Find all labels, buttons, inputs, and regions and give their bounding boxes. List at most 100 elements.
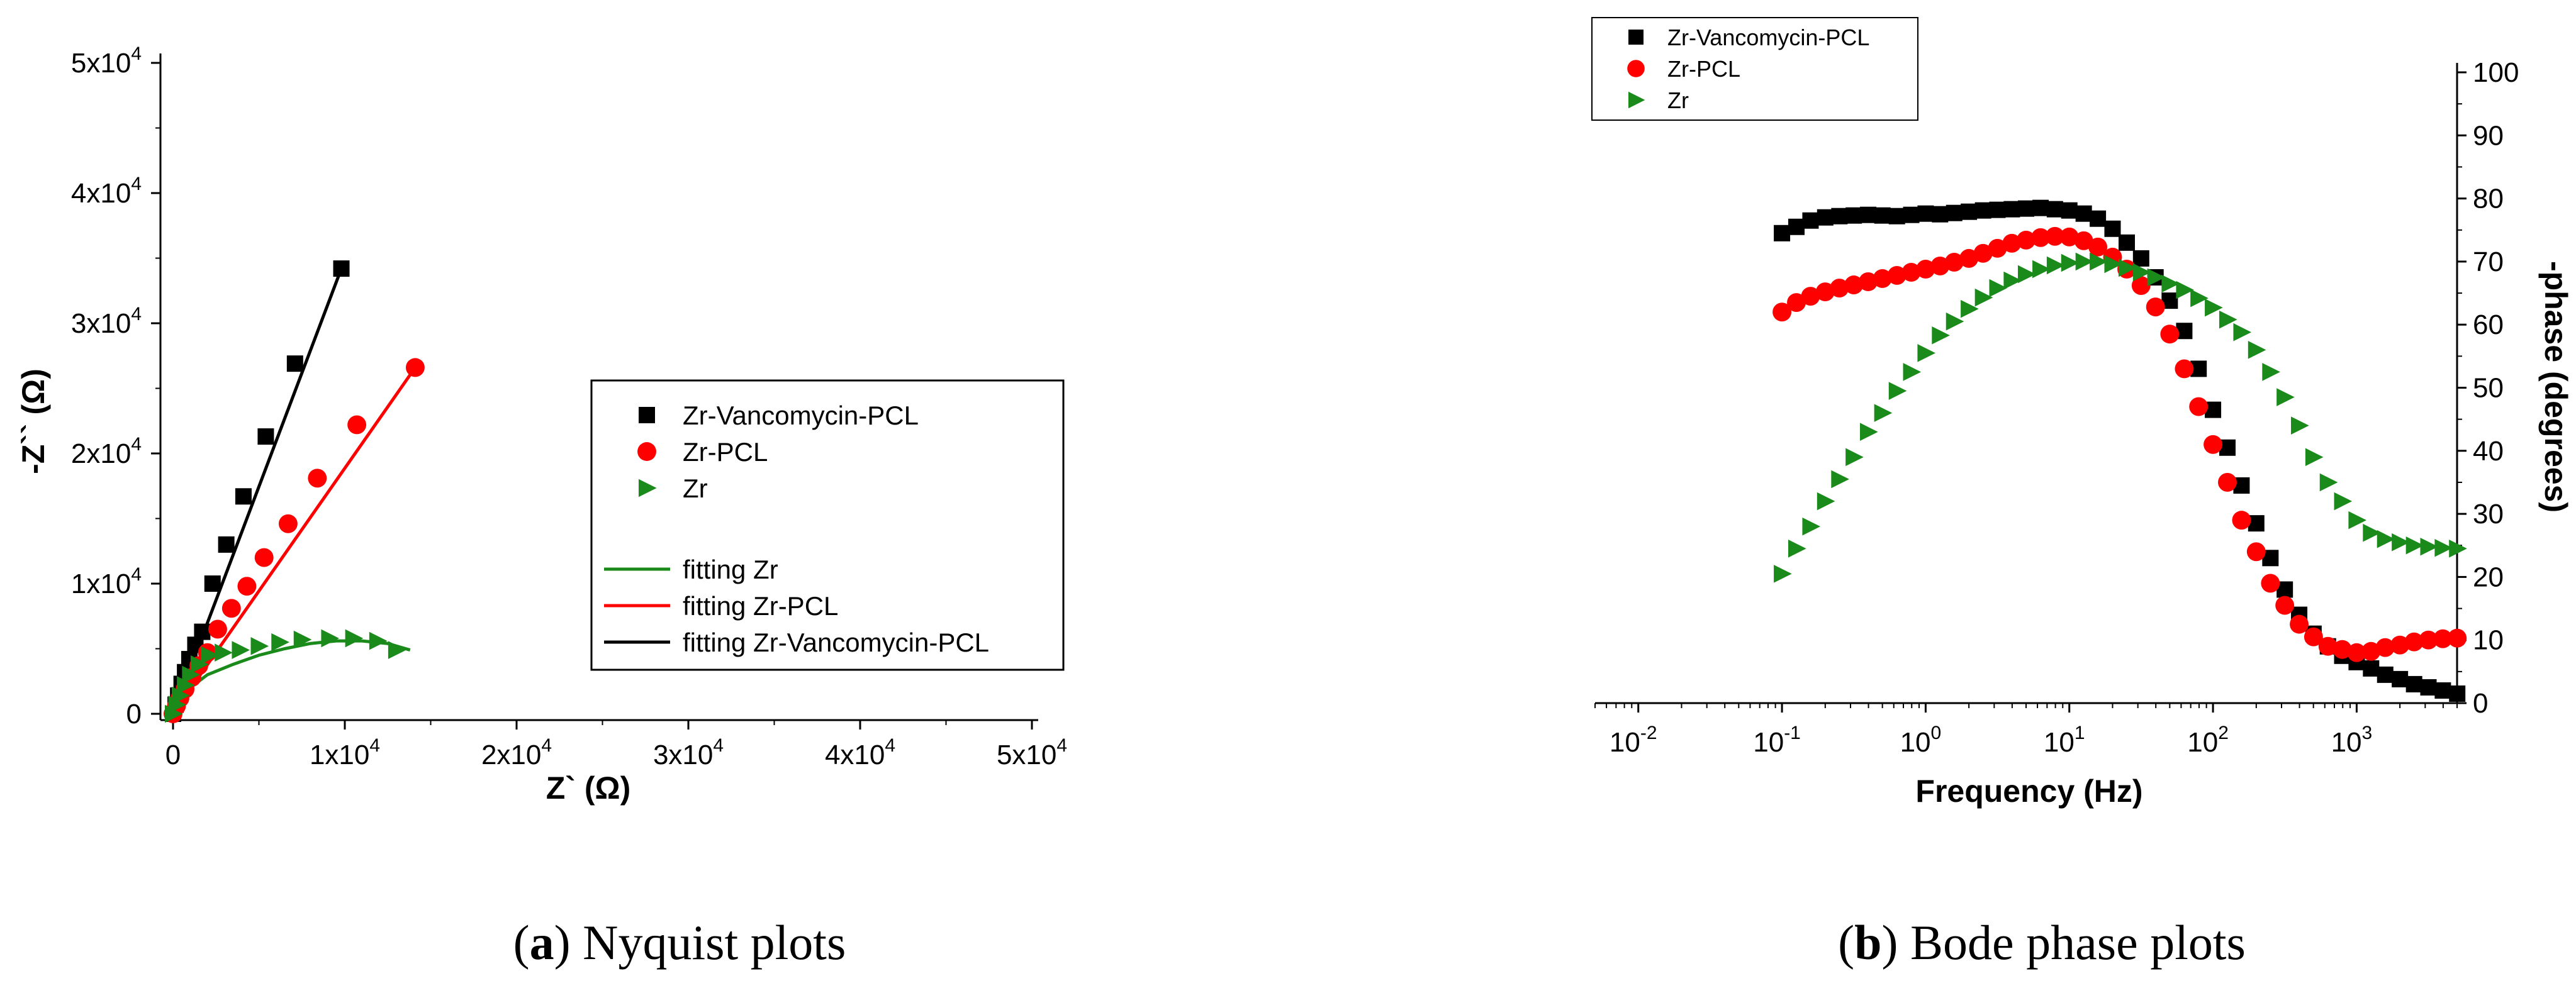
zr-pcl-point — [2404, 632, 2424, 652]
zr-point — [1817, 492, 1835, 511]
nyquist-y-tick-label: 4x104 — [71, 174, 142, 209]
nyquist-tick-labels: 0 1x104 2x104 3x104 4x104 5x104 0 1x104 2x104 3x1… — [71, 43, 1067, 770]
bode-y-tick-label: 70 — [2473, 247, 2504, 277]
zr-point — [2003, 271, 2022, 290]
zr-pcl-point — [2375, 638, 2395, 657]
zr-vancomycin-pcl-point — [2118, 234, 2135, 251]
nyquist-legend-box — [590, 379, 1065, 671]
bode-legend: Zr-Vancomycin-PCL Zr-PCL Zr — [1591, 17, 1918, 121]
zr-vancomycin-pcl-point — [2363, 660, 2380, 677]
zr-pcl-point — [2002, 233, 2022, 253]
zr-pcl-point — [2189, 397, 2209, 416]
zr-point — [2190, 289, 2209, 308]
zr-pcl-point — [2347, 643, 2366, 662]
zr-point — [2377, 530, 2395, 548]
zr-point — [2219, 310, 2237, 329]
zr-vancomycin-pcl-point — [235, 488, 252, 505]
zr-pcl-point — [221, 599, 241, 618]
nyquist-y-tick-label: 1x104 — [71, 564, 142, 599]
zr-point — [1932, 326, 1950, 345]
zr-point — [2233, 323, 2252, 341]
zr-point — [1831, 470, 1849, 489]
zr-vancomycin-pcl-point — [1788, 218, 1805, 235]
zr-point — [190, 655, 209, 674]
zr-point — [2118, 258, 2137, 277]
zr-pcl-point — [347, 415, 367, 435]
zr-pcl-point — [2318, 636, 2338, 656]
zr-point — [1974, 288, 1993, 307]
zr-vancomycin-pcl-point — [218, 536, 235, 553]
zr-pcl-point — [1930, 256, 1950, 275]
zr-pcl-point — [2361, 641, 2381, 661]
zr-point — [2319, 473, 2338, 492]
zr-vancomycin-pcl-point — [1874, 207, 1891, 224]
bode-legend-zr-label: Zr — [1667, 87, 1689, 113]
zr-vancomycin-pcl-point — [1802, 212, 1819, 229]
nyquist-points — [164, 260, 425, 723]
zr-point — [2176, 280, 2195, 299]
zr-point — [1874, 404, 1893, 422]
bode-y-tick-label: 100 — [2473, 57, 2519, 88]
zr-point — [215, 643, 233, 662]
bode-legend-box — [1591, 17, 1918, 121]
zr-vancomycin-pcl-point — [2132, 250, 2149, 267]
zr-vancomycin-pcl-point — [1831, 208, 1848, 225]
zr-point — [1989, 279, 2008, 297]
zr-pcl-point — [2261, 574, 2280, 593]
zr-pcl-point — [2088, 237, 2108, 257]
zr-pcl-point — [1787, 293, 1806, 313]
bode-points — [1772, 199, 2467, 702]
zr-point — [2305, 448, 2324, 467]
zr-point — [271, 633, 289, 652]
zr-pcl-point — [1830, 279, 1849, 297]
zr-point — [2161, 274, 2180, 293]
zr-pcl-point — [2160, 325, 2180, 344]
zr-vancomycin-pcl-point — [1917, 205, 1934, 222]
zr-vancomycin-pcl-point — [1961, 203, 1978, 220]
zr-vancomycin-pcl-point — [2434, 682, 2451, 699]
nyquist-y-tick-label: 2x104 — [71, 434, 142, 469]
nyquist-axes — [151, 53, 1038, 730]
zr-vancomycin-pcl-point — [1845, 207, 1862, 224]
zr-pcl-point — [405, 358, 425, 377]
zr-point — [1788, 539, 1806, 558]
caption-a: (a) Nyquist plots — [513, 915, 846, 970]
bode-panel: 10-2 10-1 100 101 102 103 0 10 20 30 40 50 60 70 80 90 1… — [1591, 17, 2573, 809]
zr-pcl-point — [2419, 630, 2438, 650]
zr-point — [250, 637, 269, 655]
zr-vancomycin-pcl-point — [2018, 200, 2034, 217]
zr-pcl-point — [2059, 227, 2079, 247]
zr-pcl-point — [2275, 596, 2295, 615]
zr-vancomycin-pcl-point — [1903, 206, 1920, 223]
zr-pcl-point — [2045, 226, 2064, 246]
zr-pcl-point — [2131, 276, 2151, 295]
bode-y-axis-title: -phase (degrees) — [2538, 261, 2573, 513]
bode-x-tick-label: 100 — [1900, 723, 1942, 758]
zr-vancomycin-pcl-point — [1974, 202, 1991, 219]
bode-legend-zr-pcl-label: Zr-PCL — [1667, 56, 1740, 82]
zr-point — [2392, 533, 2410, 552]
zr-point — [2090, 252, 2108, 271]
zr-point — [388, 641, 406, 659]
zr-point — [1860, 423, 1878, 441]
nyquist-legend-fitting-zr-vancomycin-pcl-label: fitting Zr-Vancomycin-PCL — [683, 628, 989, 657]
zr-vancomycin-pcl-point — [204, 575, 221, 592]
zr-point — [2018, 265, 2036, 284]
zr-vancomycin-pcl-point — [257, 428, 274, 445]
nyquist-x-tick-label: 1x104 — [310, 735, 380, 770]
zr-point — [2205, 298, 2223, 317]
nyquist-x-tick-label: 2x104 — [481, 735, 552, 770]
bode-x-tick-label: 10-1 — [1753, 723, 1801, 758]
bode-x-tick-label: 101 — [2044, 723, 2085, 758]
zr-vancomycin-pcl-point — [2420, 679, 2437, 696]
zr-pcl-point — [1973, 243, 1993, 263]
zr-point — [1802, 517, 1821, 536]
zr-pcl-point — [2175, 359, 2194, 379]
zr-point — [2104, 255, 2123, 274]
bode-legend-zr-vancomycin-pcl-label: Zr-Vancomycin-PCL — [1667, 25, 1869, 50]
zr-pcl-point — [1988, 238, 2007, 258]
zr-pcl-point — [2304, 627, 2323, 647]
zr-pcl-point — [2074, 231, 2093, 250]
nyquist-panel: 0 1x104 2x104 3x104 4x104 5x104 0 1x104 2x104 3x1… — [16, 43, 1067, 806]
